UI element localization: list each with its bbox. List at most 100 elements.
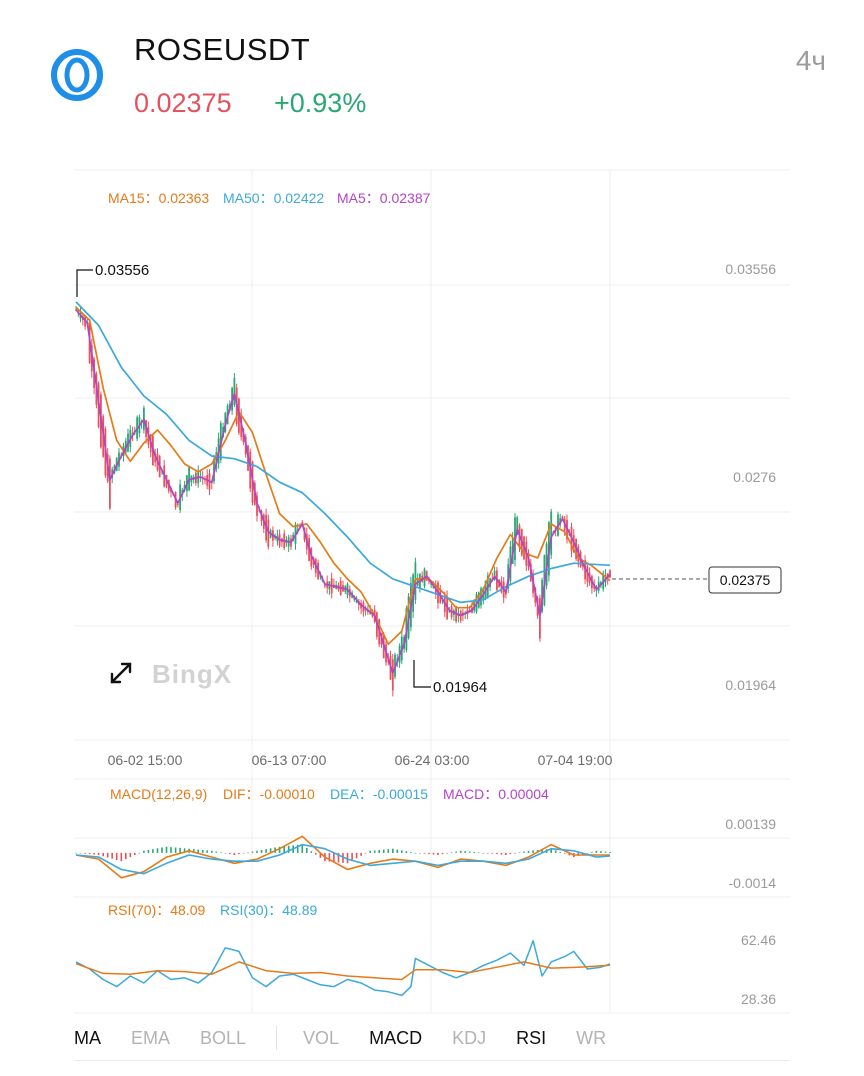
macd-histogram-bar — [206, 850, 208, 853]
watermark: BingX — [152, 659, 232, 689]
macd-histogram-bar — [414, 852, 417, 854]
macd-histogram-bar — [328, 852, 331, 862]
macd-histogram-bar — [369, 850, 371, 853]
candle-body — [233, 377, 236, 405]
macd-histogram-bar — [563, 852, 566, 854]
y-tick-low: 0.01964 — [725, 677, 776, 693]
candle-body — [188, 466, 190, 491]
legend-dea: DEA：-0.00015 — [330, 786, 428, 802]
macd-histogram-bar — [75, 852, 77, 854]
macd-histogram-bar — [387, 849, 390, 853]
rsi30-line — [75, 940, 611, 997]
macd-histogram-bar — [541, 849, 543, 853]
macd-histogram-bar — [554, 850, 557, 853]
candle-body — [516, 517, 519, 535]
tab-macd[interactable]: MACD — [369, 1027, 423, 1048]
tab-kdj[interactable]: KDJ — [452, 1027, 487, 1048]
macd-histogram-bar — [315, 852, 317, 855]
macd-histogram-bar — [301, 844, 304, 853]
expand-arrows-icon[interactable] — [110, 662, 132, 684]
macd-histogram-bar — [355, 852, 358, 859]
ma15-line — [75, 306, 611, 646]
macd-histogram-bar — [468, 851, 471, 853]
macd-histogram-bar — [604, 851, 607, 853]
macd-histogram-bar — [265, 849, 267, 853]
macd-histogram-bar — [446, 852, 448, 854]
macd-histogram-bar — [134, 852, 136, 855]
macd-histogram-bar — [242, 852, 245, 854]
tab-rsi[interactable]: RSI — [516, 1027, 547, 1048]
macd-histogram-bar — [333, 852, 335, 862]
macd-histogram-bar — [161, 847, 163, 853]
indicator-tabs: MA EMA BOLL VOL MACD KDJ RSI WR — [74, 1016, 790, 1061]
macd-plot — [75, 835, 611, 879]
tab-boll[interactable]: BOLL — [200, 1027, 247, 1048]
macd-histogram-bar — [93, 852, 95, 855]
macd-histogram-bar — [337, 852, 340, 863]
macd-histogram-bar — [256, 850, 258, 853]
dea-line — [75, 843, 611, 875]
x-tick-4: 07-04 19:00 — [538, 752, 613, 768]
macd-histogram-bar — [97, 852, 100, 855]
macd-histogram-bar — [586, 852, 589, 854]
macd-histogram-bar — [310, 851, 313, 853]
candle-body — [256, 496, 258, 516]
tab-ma[interactable]: MA — [74, 1027, 101, 1048]
macd-histogram-bar — [170, 847, 172, 853]
tab-vol[interactable]: VOL — [303, 1027, 340, 1048]
macd-histogram-bar — [129, 852, 132, 858]
macd-histogram-bar — [382, 849, 385, 853]
candlestick-series — [75, 306, 611, 697]
legend-macd-title: MACD(12,26,9) — [110, 786, 207, 802]
ma5-line — [75, 309, 611, 674]
macd-histogram-bar — [156, 848, 159, 853]
macd-histogram-bar — [201, 850, 204, 853]
interval-selector[interactable]: 4ч — [795, 45, 826, 76]
tab-ema[interactable]: EMA — [131, 1027, 171, 1048]
macd-histogram-bar — [220, 852, 222, 854]
macd-histogram-bar — [147, 850, 150, 853]
candle-body — [267, 519, 270, 547]
macd-histogram-bar — [346, 852, 349, 864]
last-price-line: 0.02375 — [612, 566, 782, 594]
macd-histogram-bar — [251, 851, 254, 853]
macd-histogram-bar — [125, 852, 127, 860]
macd-histogram-bar — [306, 847, 308, 853]
macd-histogram-bar — [224, 852, 227, 854]
macd-histogram-bar — [518, 852, 521, 854]
ma50-line — [75, 301, 611, 604]
legend-ma5: MA5：0.02387 — [337, 190, 431, 206]
macd-histogram-bar — [84, 852, 86, 854]
macd-histogram-bar — [505, 852, 507, 855]
macd-histogram-bar — [106, 852, 109, 858]
macd-histogram-bar — [401, 850, 403, 853]
candle-body — [609, 570, 611, 578]
macd-histogram-bar — [152, 849, 154, 853]
low-label: 0.01964 — [433, 679, 487, 696]
macd-histogram-bar — [211, 850, 213, 853]
macd-histogram-bar — [179, 847, 181, 853]
oasis-logo-icon — [51, 49, 103, 101]
candle-body — [391, 659, 394, 691]
macd-histogram-bar — [514, 852, 516, 854]
macd-histogram-bar — [115, 852, 118, 860]
y-tick-mid: 0.0276 — [733, 469, 776, 485]
macd-histogram-bar — [120, 852, 123, 862]
macd-histogram-bar — [373, 850, 376, 853]
macd-histogram-bar — [247, 852, 249, 854]
y-tick-high: 0.03556 — [725, 261, 776, 277]
macd-histogram-bar — [378, 850, 380, 853]
macd-histogram-bar — [595, 850, 598, 853]
macd-histogram-bar — [111, 852, 113, 859]
macd-histogram-bar — [450, 852, 453, 854]
macd-histogram-bar — [183, 848, 186, 853]
high-marker: 0.03556 — [76, 262, 149, 297]
macd-histogram-bar — [568, 852, 571, 856]
candle-body — [109, 458, 111, 509]
macd-histogram-bar — [79, 852, 82, 854]
tab-wr[interactable]: WR — [576, 1027, 607, 1048]
macd-histogram-bar — [464, 851, 466, 853]
macd-histogram-bar — [428, 852, 430, 855]
macd-histogram-bar — [559, 852, 561, 853]
